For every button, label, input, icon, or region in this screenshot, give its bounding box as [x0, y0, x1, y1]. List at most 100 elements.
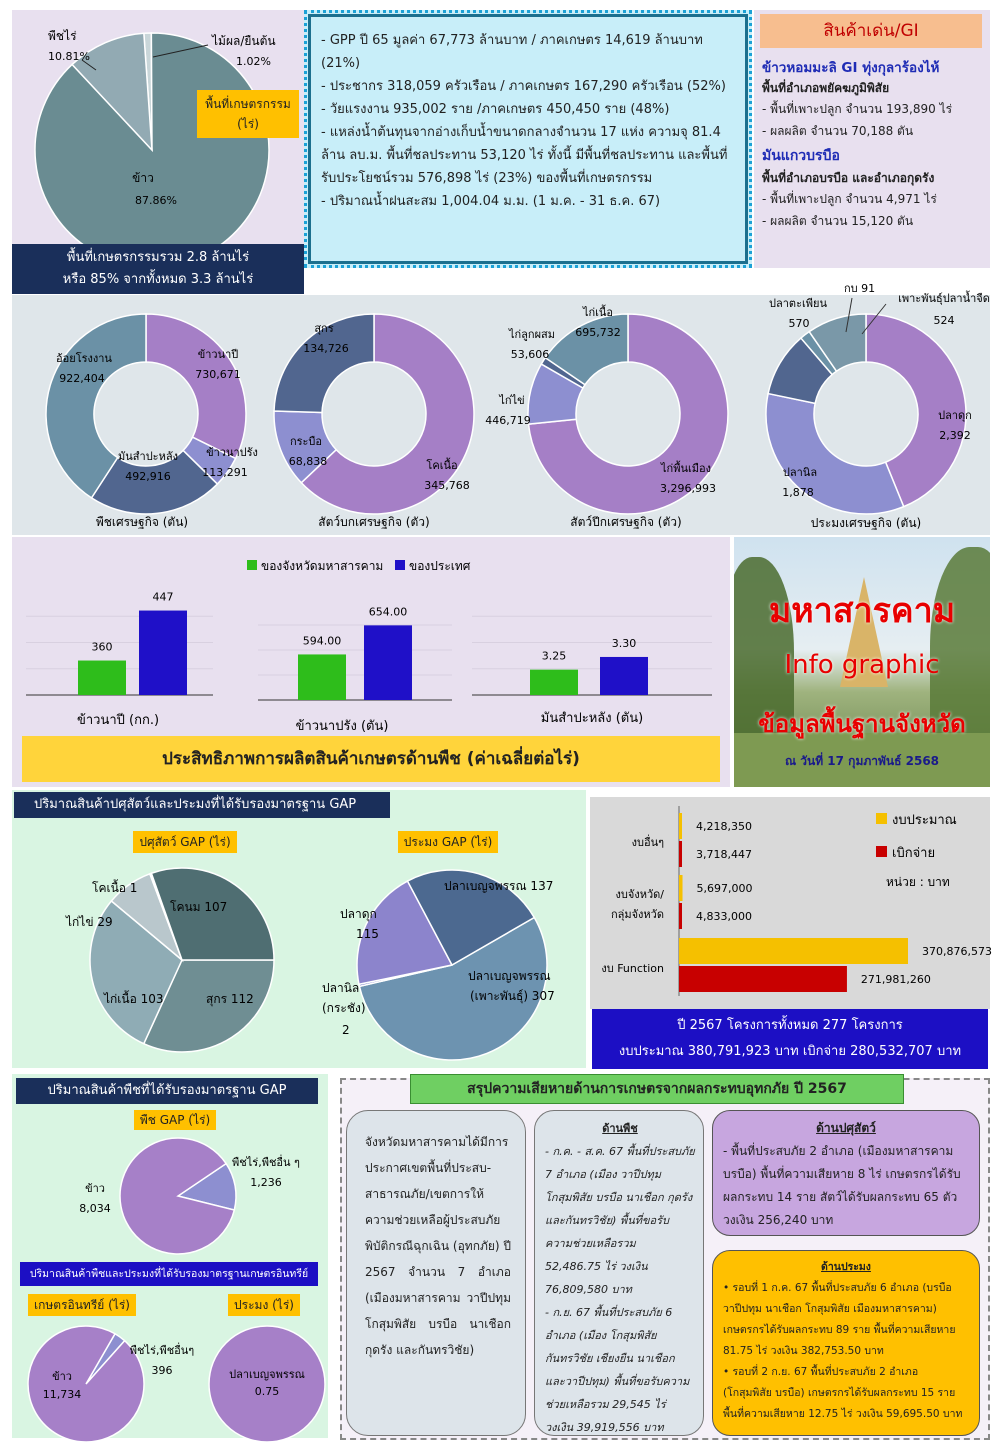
area-total-line2: หรือ 85% จากทั้งหมด 3.3 ล้านไร่: [62, 272, 254, 287]
gi-product1-name: ข้าวหอมมะลิ GI ทุ่งกุลาร้องไห้: [762, 60, 940, 76]
gap-live-title: ปศุสัตว์ GAP (ไร่): [133, 831, 237, 853]
eff-bar-1-1: [364, 625, 412, 700]
budget-cat-1b: กลุ่มจังหวัด: [611, 908, 664, 921]
gap-header: ปริมาณสินค้าปศุสัตว์และประมงที่ได้รับรอง…: [14, 792, 390, 818]
gi-product2-area: พื้นที่อำเภอบรบือ และอำเภอกุดรัง: [762, 171, 935, 185]
eff-bar-2-1: [600, 656, 648, 695]
area-badge: พื้นที่เกษตรกรรม (ไร่): [197, 90, 299, 138]
organic-title: เกษตรอินทรีย์ (ไร่): [28, 1294, 136, 1316]
budget-legend-0: งบประมาณ: [892, 813, 957, 828]
gi-product2-plant: - พื้นที่เพาะปลูก จำนวน 4,971 ไร่: [762, 192, 937, 206]
d1-val-0: 730,671: [195, 368, 241, 381]
hero-title: มหาสารคาม: [768, 591, 956, 631]
gap-fish-1a: ปลาเบญจพรรณ: [468, 969, 551, 983]
budget-summary: ปี 2567 โครงการทั้งหมด 277 โครงการ งบประ…: [592, 1009, 988, 1085]
d3-name-3: ไก่เนื้อ: [582, 304, 613, 319]
d1-name-1: ข้าวนาปรัง: [206, 446, 258, 459]
budget-bar-1-1: [679, 903, 682, 929]
d2-val-2: 134,726: [303, 342, 349, 355]
budget-cat-0: งบอื่นๆ: [632, 834, 664, 849]
disaster-fish-2: • รอบที่ 2 ก.ย. 67 พื้นที่ประสบภัย 2 อำเ…: [723, 1366, 963, 1420]
disaster-live-title: ด้านปศุสัตว์: [816, 1121, 876, 1135]
eff-bar-0-0: [78, 660, 126, 695]
gap-fish-3a: ปลาดุก: [340, 907, 377, 922]
gap-fish-1b: (เพาะพันธุ์) 307: [470, 989, 555, 1004]
gap-live-3: ไก่เนื้อ 103: [103, 990, 164, 1006]
gap-live-0: โคเนื้อ 1: [92, 879, 137, 895]
d1-name-2: มันสำปะหลัง: [118, 450, 178, 463]
area-pct-field: 10.81%: [48, 50, 90, 63]
area-label-fruit: ไม้ผล/ยืนต้น: [211, 34, 276, 48]
plant-gap-rice-name: ข้าว: [85, 1182, 105, 1195]
d3-val-0: 3,296,993: [660, 482, 716, 495]
area-pct-rice: 87.86%: [135, 194, 177, 207]
donut4-slice-1: [765, 392, 905, 515]
d4-val-2: 570: [789, 317, 810, 330]
d4-val-0: 2,392: [939, 429, 971, 442]
d2-val-0: 345,768: [424, 479, 470, 492]
gap-fish-title: ประมง GAP (ไร่): [398, 831, 498, 853]
d2-name-1: กระบือ: [290, 435, 322, 448]
plant-gap-other-val: 1,236: [250, 1176, 282, 1189]
organic-other-val: 396: [152, 1364, 173, 1377]
budget-bar-0-0: [679, 813, 682, 839]
budget-val-2-0: 370,876,573: [922, 945, 992, 958]
disaster-title: สรุปความเสียหายด้านการเกษตรจากผลกระทบอุท…: [410, 1074, 904, 1104]
hero-image: [734, 537, 990, 787]
eff-cat-0: ข้าวนาปี (กก.): [77, 712, 159, 728]
gi-product1-area: พื้นที่อำเภอพยัคฆภูมิพิสัย: [762, 81, 890, 95]
eff-title: ประสิทธิภาพการผลิตสินค้าเกษตรด้านพืช (ค่…: [22, 736, 720, 782]
donut3-slice-0: [527, 313, 729, 515]
donut4-slice-4: [808, 313, 867, 373]
d4-val-1: 1,878: [782, 486, 814, 499]
organic-header: ปริมาณสินค้าพืชและประมงที่ได้รับรองมาตรฐ…: [20, 1262, 318, 1286]
budget-bar-0-1: [679, 841, 682, 867]
gap-fish-slice-0: [358, 916, 548, 1061]
disaster-fishery: ด้านประมง • รอบที่ 1 ก.ค. 67 พื้นที่ประส…: [712, 1250, 980, 1436]
gap-fish-2b: (กระชัง): [322, 1001, 366, 1015]
gap-live-4: สุกร 112: [206, 992, 254, 1007]
d1-title: พืชเศรษฐกิจ (ตัน): [96, 515, 188, 529]
plant-gap-other-name: พืชไร่,พืชอื่น ๆ: [232, 1154, 300, 1169]
eff-val-2-0: 3.25: [542, 650, 567, 663]
eff-bar-1-0: [298, 654, 346, 700]
info-line-labor: - วัยแรงงาน 935,002 ราย /ภาคเกษตร 450,45…: [321, 102, 670, 117]
area-badge-line1: พื้นที่เกษตรกรรม: [205, 97, 291, 111]
disaster-intro: จังหวัดมหาสารคามได้มีการประกาศเขตพื้นที่…: [346, 1110, 526, 1436]
d4-val-4: 524: [934, 314, 955, 327]
budget-val-2-1: 271,981,260: [861, 973, 931, 986]
area-total-line1: พื้นที่เกษตรกรรมรวม 2.8 ล้านไร่: [66, 250, 250, 265]
donut-charts: ข้าวนาปี 730,671 ข้าวนาปรัง 113,291 มันส…: [45, 282, 990, 530]
organic-fish-val: 0.75: [255, 1385, 280, 1398]
hero-date: ณ วันที่ 17 กุมภาพันธ์ 2568: [784, 754, 940, 768]
gi-product1-yield: - ผลผลิต จำนวน 70,188 ตัน: [762, 124, 914, 138]
organic-rice-name: ข้าว: [52, 1370, 72, 1383]
donut1-slice-0: [145, 313, 247, 460]
gap-fish-0: ปลาเบญจพรรณ 137: [444, 879, 553, 893]
d2-val-1: 68,838: [289, 455, 328, 468]
area-total-banner: พื้นที่เกษตรกรรมรวม 2.8 ล้านไร่ หรือ 85%…: [12, 244, 304, 294]
gi-panel: [754, 10, 990, 268]
eff-val-1-0: 594.00: [303, 634, 342, 647]
d4-name-0: ปลาดุก: [938, 409, 972, 422]
d1-name-0: ข้าวนาปี: [198, 348, 239, 361]
info-box: - GPP ปี 65 มูลค่า 67,773 ล้านบาท / ภาคเ…: [304, 10, 752, 268]
info-line-gpp: - GPP ปี 65 มูลค่า 67,773 ล้านบาท / ภาคเ…: [321, 33, 703, 71]
disaster-crop-1: - ก.ค. - ส.ค. 67 พื้นที่ประสบภัย 7 อำเภอ…: [545, 1145, 695, 1296]
eff-bar-0-1: [139, 610, 187, 695]
gi-content: ข้าวหอมมะลิ GI ทุ่งกุลาร้องไห้ พื้นที่อำ…: [762, 58, 988, 232]
donut4-slice-0: [865, 313, 967, 508]
d4-name-1: ปลานิล: [783, 466, 817, 479]
disaster-fish-title: ด้านประมง: [821, 1261, 871, 1273]
gap-pies: โคเนื้อ 1 โคนม 107 ไก่ไข่ 29 ไก่เนื้อ 10…: [65, 867, 555, 1061]
area-label-field: พืชไร่: [48, 29, 77, 43]
gap-fish-3b: 115: [356, 927, 379, 941]
donut1-slice-3: [45, 313, 147, 499]
d1-val-1: 113,291: [202, 466, 248, 479]
d1-val-2: 492,916: [125, 470, 171, 483]
gap-fish-slice-3: [406, 869, 536, 967]
disaster-livestock: ด้านปศุสัตว์ - พื้นที่ประสบภัย 2 อำเภอ (…: [712, 1110, 980, 1236]
hero-stupa-icon: [840, 577, 888, 687]
info-line-water: - แหล่งน้ำต้นทุนจากอ่างเก็บน้ำขนาดกลางจำ…: [321, 125, 728, 186]
d1-name-3: อ้อยโรงงาน: [56, 351, 112, 365]
